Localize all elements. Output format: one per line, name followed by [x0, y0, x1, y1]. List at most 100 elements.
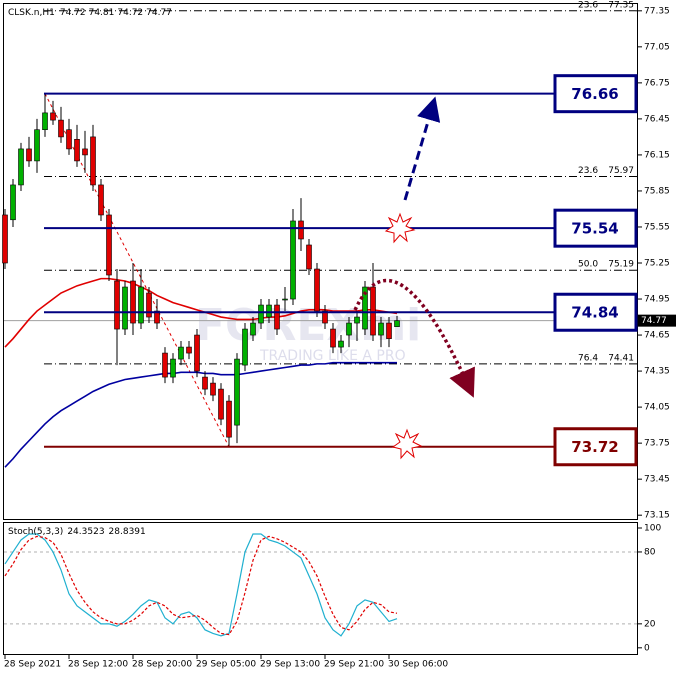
level-box: [553, 292, 638, 332]
candle-body: [26, 148, 32, 162]
watermark-tagline: TRADING LIKE A PRO: [259, 348, 406, 364]
header-close: 74.77: [146, 8, 172, 18]
fib-price: 75.19: [608, 260, 634, 270]
y-tick-label: 74.35: [644, 367, 670, 377]
y-tick-label: 73.45: [644, 475, 670, 485]
candle-body: [226, 400, 232, 438]
fib-price: 74.41: [608, 353, 634, 363]
symbol: CLSK.n,H1: [8, 8, 55, 18]
candle-body: [114, 280, 120, 330]
y-tick-label: 75.85: [644, 186, 670, 196]
level-label: 76.66: [571, 85, 618, 103]
candle-body: [18, 148, 24, 186]
candle-body: [74, 139, 80, 162]
candle-body: [146, 292, 152, 318]
candle-body: [138, 286, 144, 324]
candle-body: [162, 352, 168, 378]
candle-body: [242, 328, 248, 366]
level-label: 74.84: [571, 304, 618, 322]
y-tick-label: 74.65: [644, 331, 670, 341]
level-box: [553, 208, 638, 248]
candle-body: [82, 148, 88, 156]
candle-body: [194, 334, 200, 372]
y-tick-label: 100: [644, 523, 661, 533]
y-tick-label: 73.75: [644, 439, 670, 449]
stoch-header: Stoch(5,3,3) 24.3523 28.8391: [8, 527, 146, 537]
level-box: [553, 74, 638, 114]
candle-body: [98, 184, 104, 216]
level-label: 73.72: [571, 438, 618, 456]
up-arrow: [403, 96, 441, 201]
y-tick-label: 20: [644, 619, 656, 629]
stoch-panel: [3, 522, 638, 655]
candle-body: [106, 214, 112, 276]
candle-body: [66, 129, 72, 150]
candle-body: [218, 388, 224, 420]
candle-body: [346, 322, 352, 336]
candle-body: [186, 346, 192, 354]
current-price-label: 74.77: [641, 316, 667, 326]
candle-body: [258, 304, 264, 324]
x-tick-label: 28 Sep 2021: [4, 660, 61, 670]
y-tick-label: 75.55: [644, 222, 670, 232]
candle-body: [58, 119, 64, 138]
x-tick-label: 30 Sep 06:00: [388, 660, 448, 670]
fib-price: 77.35: [608, 0, 634, 10]
candle-body: [298, 220, 304, 240]
stoch-title: Stoch(5,3,3): [8, 527, 63, 537]
fib-level: 23.6: [578, 166, 598, 176]
y-tick-label: 0: [644, 643, 650, 653]
y-tick-label: 76.15: [644, 150, 670, 160]
candle-body: [250, 322, 256, 336]
candle-body: [234, 358, 240, 426]
y-tick-label: 77.35: [644, 6, 670, 16]
x-tick-label: 29 Sep 05:00: [196, 660, 256, 670]
candle-body: [394, 320, 400, 327]
x-tick-label: 29 Sep 21:00: [324, 660, 384, 670]
candle-body: [122, 286, 128, 330]
x-tick-label: 28 Sep 20:00: [132, 660, 192, 670]
candle-body: [386, 322, 392, 339]
header-low: 74.72: [117, 8, 143, 18]
moving-average: [4, 361, 397, 468]
fib-price: 75.97: [608, 166, 634, 176]
header-high: 74.81: [89, 8, 115, 18]
level-label: 75.54: [571, 220, 618, 238]
fib-level: 50.0: [578, 260, 598, 270]
candle-body: [290, 220, 296, 300]
stoch-line: [4, 535, 398, 636]
candle-body: [322, 310, 328, 324]
candle-body: [370, 286, 376, 336]
candle-body: [202, 376, 208, 390]
burst: [391, 428, 423, 460]
candle-body: [354, 316, 360, 324]
stoch-signal-value: 28.8391: [109, 527, 146, 537]
candle-body: [314, 268, 320, 312]
candle-body: [170, 358, 176, 378]
stoch-main-value: 24.3523: [67, 527, 104, 537]
candle-body: [362, 286, 368, 330]
y-tick-label: 77.05: [644, 42, 670, 52]
candle-body: [154, 310, 160, 324]
candle-body: [2, 214, 8, 264]
level-box: [553, 427, 638, 467]
fib-level: 23.6: [578, 0, 598, 10]
x-tick-label: 29 Sep 13:00: [260, 660, 320, 670]
candle-body: [306, 244, 312, 270]
stoch-line: [4, 533, 398, 637]
y-tick-label: 74.05: [644, 403, 670, 413]
burst: [384, 212, 416, 244]
candle-body: [50, 112, 56, 121]
y-tick-label: 74.95: [644, 295, 670, 305]
y-tick-label: 80: [644, 547, 656, 557]
candle-body: [266, 304, 272, 318]
candle-body: [274, 304, 280, 330]
candle-body: [10, 184, 16, 221]
header: CLSK.n,H1 74.72 74.81 74.72 74.77: [8, 8, 172, 18]
header-open: 74.72: [60, 8, 86, 18]
current-price-box: [638, 314, 676, 327]
x-tick-label: 28 Sep 12:00: [68, 660, 128, 670]
candle-body: [378, 322, 384, 336]
candle-body: [90, 136, 96, 186]
